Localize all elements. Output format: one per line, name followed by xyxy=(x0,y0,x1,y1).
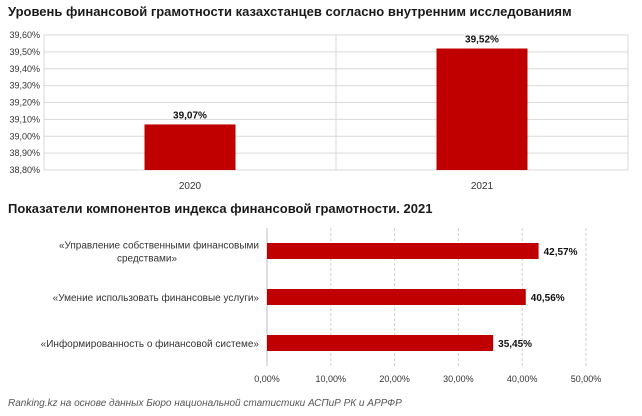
chart-1-title: Уровень финансовой грамотности казахстан… xyxy=(8,4,572,19)
y-tick-label: 39,50% xyxy=(9,47,40,57)
x-tick-label: 40,00% xyxy=(507,374,538,384)
y-tick-label: 39,30% xyxy=(9,81,40,91)
data-label-1: 42,57% xyxy=(544,247,578,258)
y-tick-label: 38,90% xyxy=(9,148,40,158)
y-tick-label: 39,20% xyxy=(9,98,40,108)
y-tick-label: 39,40% xyxy=(9,64,40,74)
x-tick-label: 0,00% xyxy=(254,374,280,384)
y-tick-label: 38,80% xyxy=(9,165,40,175)
y-tick-label: 39,60% xyxy=(9,30,40,40)
category-label-3: «Информированность о финансовой системе» xyxy=(41,338,260,350)
data-label-2021: 39,52% xyxy=(465,35,499,46)
x-tick-label: 30,00% xyxy=(443,374,474,384)
category-label-1: средствами» xyxy=(117,254,178,265)
y-tick-label: 39,10% xyxy=(9,114,40,124)
data-label-2: 40,56% xyxy=(531,293,565,304)
x-category-label-2020: 2020 xyxy=(179,181,202,192)
hbar-1 xyxy=(267,243,539,259)
chart-2-title: Показатели компонентов индекса финансово… xyxy=(8,201,433,216)
data-label-3: 35,45% xyxy=(498,339,532,350)
hbar-3 xyxy=(267,335,494,351)
y-tick-label: 39,00% xyxy=(9,131,40,141)
hbar-2 xyxy=(267,289,526,305)
vertical-bar-chart: 38,80% 38,90% 39,00% 39,10% 39,20% 39,30% 39,4… xyxy=(9,30,629,192)
category-label-2: «Умение использовать финансовые услуги» xyxy=(53,292,260,304)
category-label-1: «Управление собственными финансовыми xyxy=(59,240,259,252)
x-tick-label: 10,00% xyxy=(316,374,347,384)
source-note: Ranking.kz на основе данных Бюро национа… xyxy=(8,398,402,409)
x-tick-label: 20,00% xyxy=(379,374,410,384)
data-label-2020: 39,07% xyxy=(173,110,207,121)
bar-2021 xyxy=(436,48,528,170)
bar-2020 xyxy=(144,124,236,170)
x-category-label-2021: 2021 xyxy=(471,181,494,192)
x-tick-label: 50,00% xyxy=(571,374,602,384)
